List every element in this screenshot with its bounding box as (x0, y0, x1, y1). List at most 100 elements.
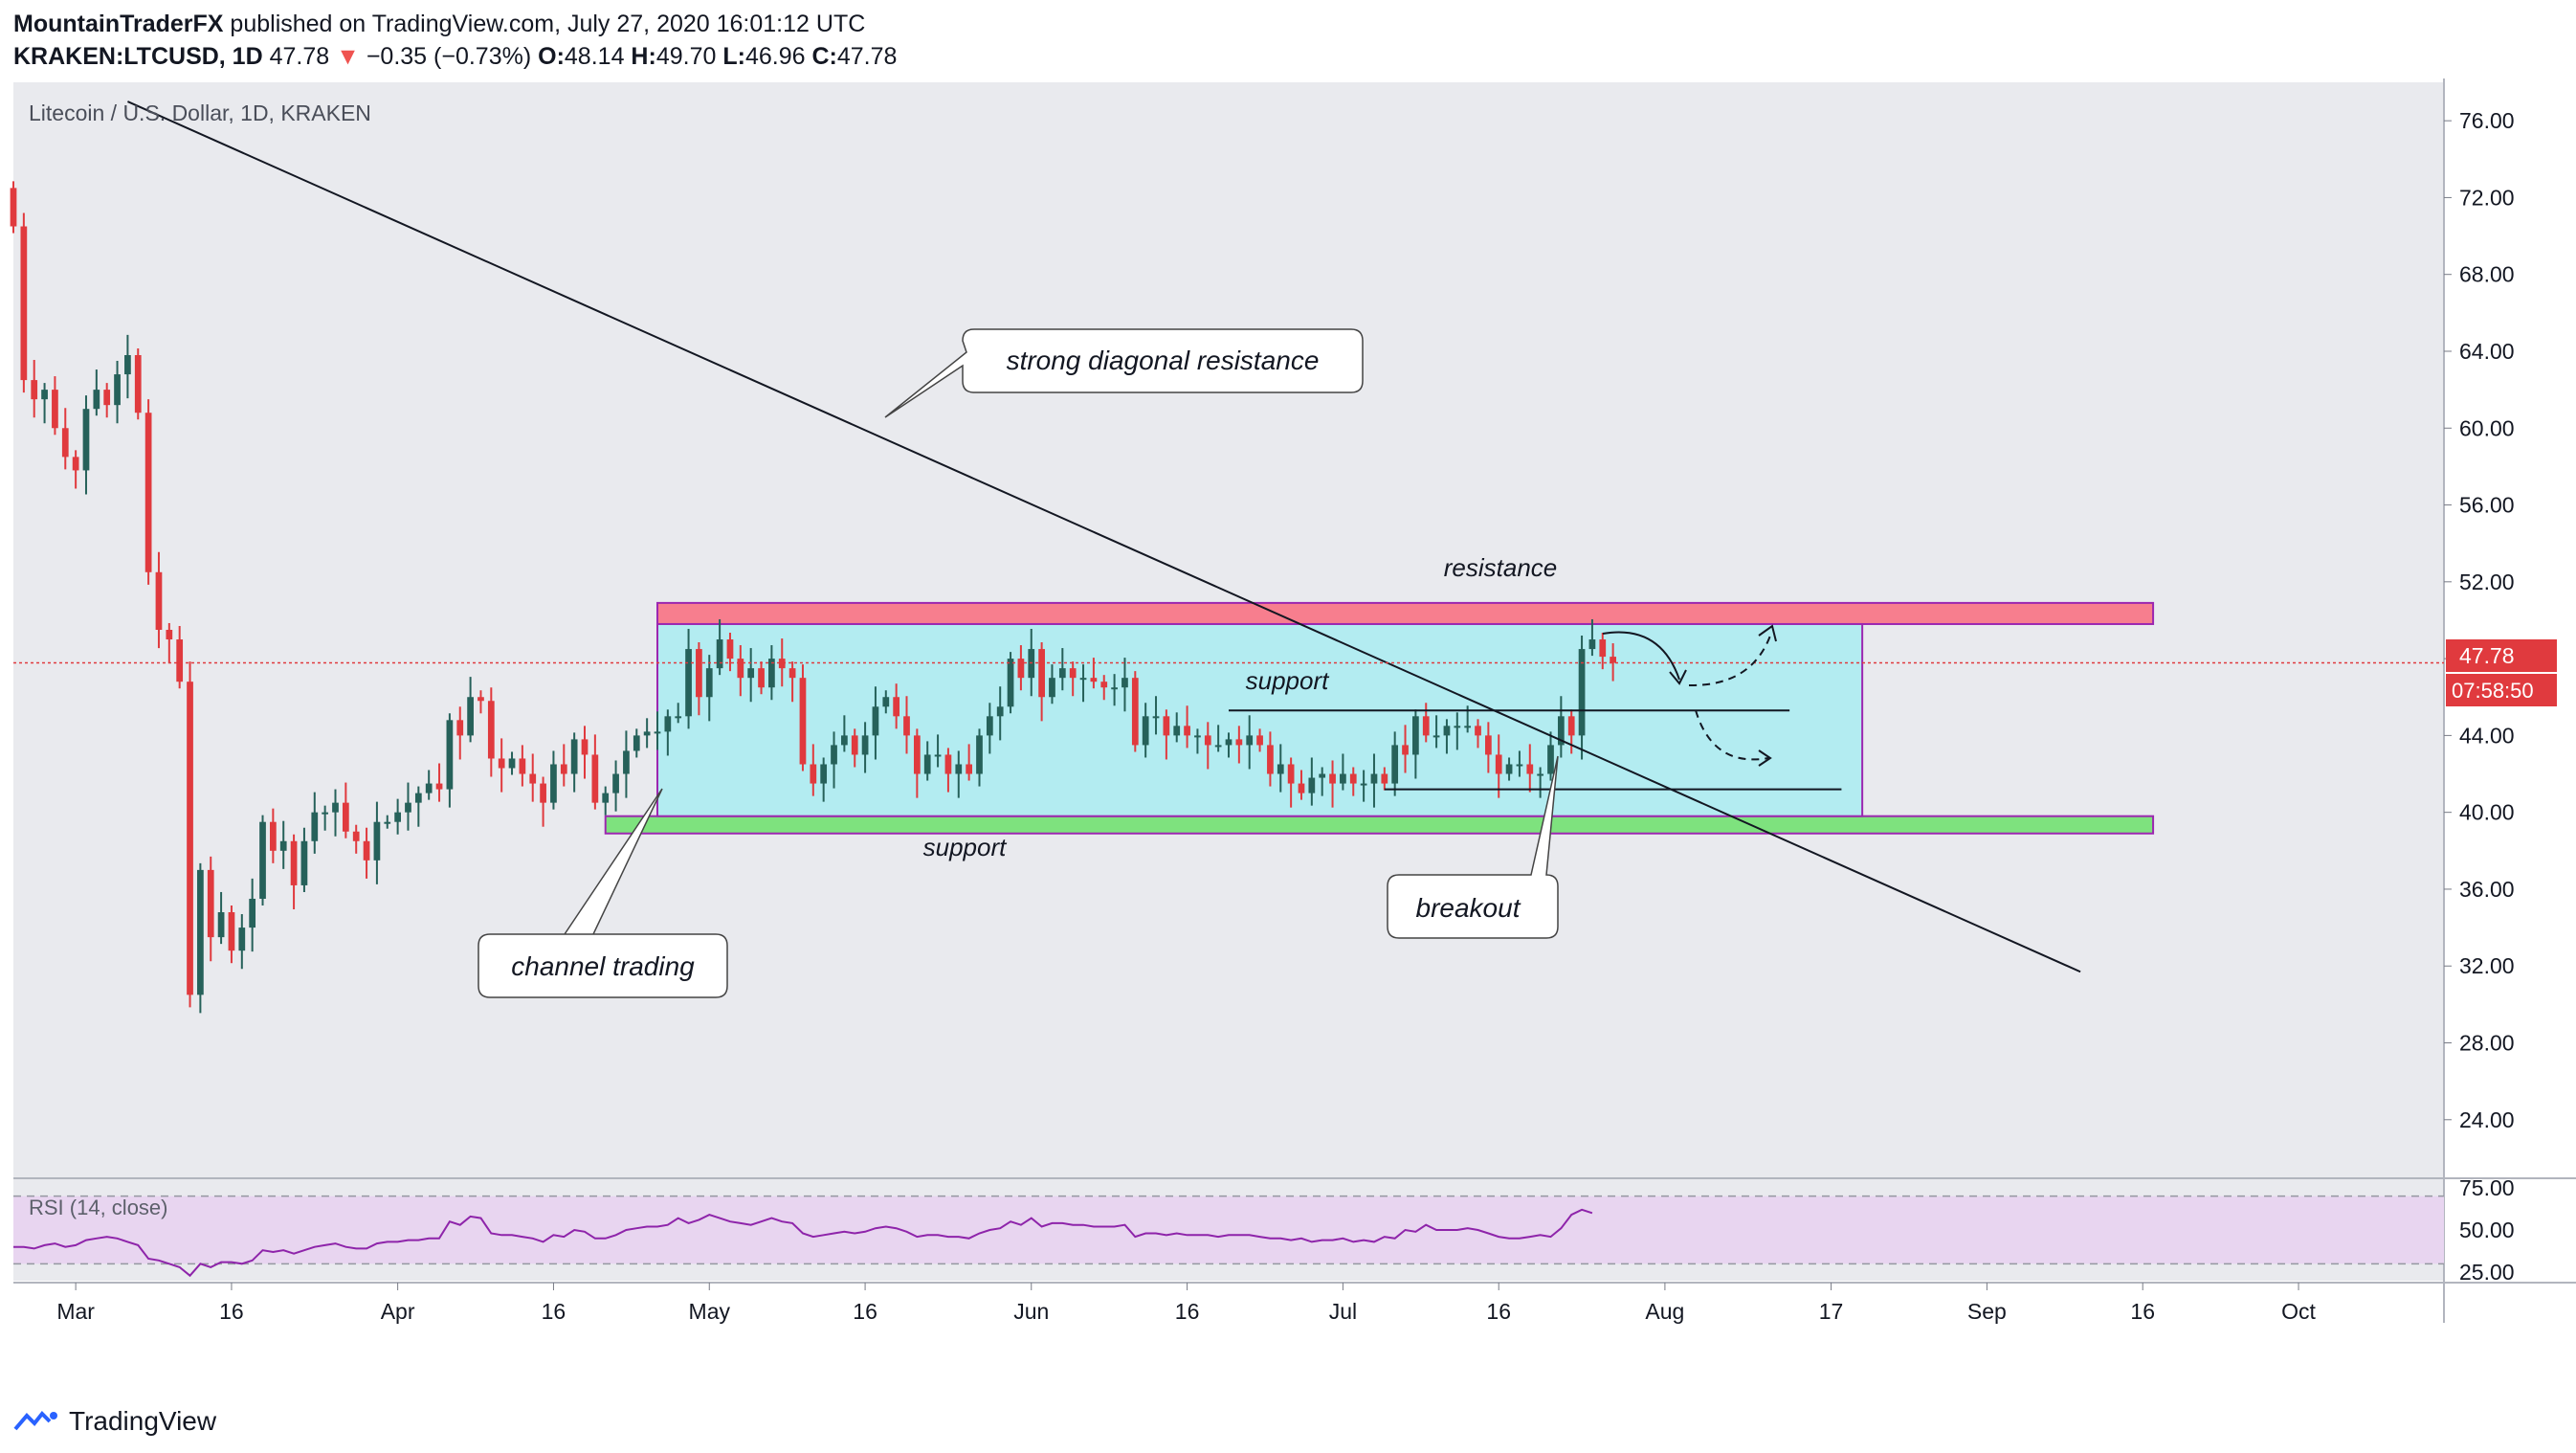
candle (1298, 783, 1305, 794)
candle (913, 735, 921, 774)
candle (1142, 716, 1149, 746)
candle (851, 735, 858, 755)
candle (716, 639, 723, 669)
candle (270, 821, 277, 851)
last-price-badge-text: 47.78 (2459, 643, 2515, 668)
candle (1443, 726, 1451, 736)
diagonal-callout[interactable]: strong diagonal resistance (884, 328, 1364, 418)
time-tick-label: Apr (381, 1299, 415, 1324)
pullback-arrow (1602, 631, 1680, 681)
candle (166, 630, 173, 640)
rsi-band (13, 1196, 2444, 1264)
pane-title: Litecoin / U.S. Dollar, 1D, KRAKEN (29, 101, 371, 125)
tradingview-brand[interactable]: TradingView (69, 1406, 217, 1436)
candle (1163, 716, 1170, 736)
candle (581, 739, 588, 755)
close-label: C: (811, 43, 837, 70)
candle (654, 731, 661, 734)
candle (52, 390, 58, 429)
last-price-badge (2446, 639, 2557, 672)
candle (1131, 678, 1139, 746)
projection-arrows (1602, 624, 1777, 767)
diagonal-resistance-text: strong diagonal resistance (1007, 346, 1320, 375)
candle (103, 390, 111, 406)
candle (1017, 659, 1025, 679)
candle (1402, 745, 1409, 755)
chart-header: MountainTraderFX published on TradingVie… (13, 8, 897, 73)
countdown-badge (2446, 674, 2557, 706)
chart-container[interactable]: 76.0072.0068.0064.0060.0056.0052.0048.00… (0, 78, 2576, 1388)
candle (1567, 716, 1575, 736)
candle (373, 821, 381, 861)
candle (394, 812, 401, 822)
time-tick-label: Aug (1645, 1299, 1684, 1324)
price-tick-label: 44.00 (2459, 723, 2515, 748)
breakout-callout[interactable]: breakout (1387, 755, 1559, 939)
candle (1049, 678, 1055, 698)
candle (560, 764, 567, 774)
candle (882, 697, 890, 707)
support-upper-text: support (1246, 666, 1330, 695)
candle (1038, 649, 1045, 698)
candle (1475, 726, 1481, 736)
time-tick-label: 16 (1175, 1299, 1200, 1324)
candle (996, 706, 1004, 717)
candle (144, 413, 152, 572)
candle (1184, 726, 1190, 736)
candle (498, 758, 505, 769)
candle (61, 428, 69, 458)
author-name[interactable]: MountainTraderFX (13, 11, 224, 37)
resistance-zone (655, 601, 2155, 625)
candle (197, 869, 204, 995)
candle (217, 912, 225, 938)
candle (799, 678, 807, 765)
last-price-label: 47.78 07:58:50 (2446, 639, 2557, 706)
change-text: −0.35 (−0.73%) (366, 43, 532, 70)
candle (1246, 735, 1254, 746)
candle (456, 720, 464, 736)
channel-callout[interactable]: channel trading (477, 788, 728, 998)
candle (1256, 735, 1263, 746)
bull-arrowhead (1758, 624, 1777, 642)
candle (570, 739, 578, 774)
time-tick-label: Jul (1329, 1299, 1357, 1324)
candle (124, 354, 131, 375)
tradingview-logo-icon[interactable] (13, 1408, 59, 1435)
low-value: 46.96 (744, 43, 806, 70)
bear-arrowhead (1758, 749, 1772, 767)
candle (934, 754, 942, 757)
price-tick-label: 40.00 (2459, 800, 2515, 825)
candle (1610, 657, 1616, 663)
breakout-text: breakout (1416, 893, 1521, 923)
time-tick-label: 16 (2130, 1299, 2155, 1324)
candle (363, 840, 370, 861)
candle (612, 773, 619, 794)
price-tick-label: 60.00 (2459, 415, 2515, 440)
candle (1277, 764, 1284, 774)
candle (1588, 639, 1596, 650)
candle (405, 802, 411, 813)
header-line-2: KRAKEN:LTCUSD, 1D 47.78 ▼ −0.35 (−0.73%)… (13, 40, 897, 73)
high-value: 49.70 (655, 43, 717, 70)
candle (31, 380, 38, 400)
candle (768, 659, 775, 688)
low-label: L: (722, 43, 745, 70)
candle (1007, 659, 1014, 707)
candle (228, 912, 235, 951)
channel-box (655, 622, 1864, 817)
candle (20, 226, 28, 381)
candle (384, 821, 391, 824)
candle (1204, 735, 1211, 746)
last-price-text: 47.78 (269, 43, 330, 70)
candle (747, 668, 755, 679)
candle (322, 812, 329, 815)
price-tick-label: 56.00 (2459, 493, 2515, 518)
time-tick-label: Mar (56, 1299, 95, 1324)
candle (1370, 773, 1378, 784)
candle (550, 764, 557, 803)
candle (1267, 745, 1274, 774)
symbol-label[interactable]: KRAKEN:LTCUSD, 1D (13, 43, 263, 70)
price-chart[interactable]: 76.0072.0068.0064.0060.0056.0052.0048.00… (0, 78, 2576, 1388)
time-tick-label: May (689, 1299, 731, 1324)
candle (1079, 678, 1087, 681)
